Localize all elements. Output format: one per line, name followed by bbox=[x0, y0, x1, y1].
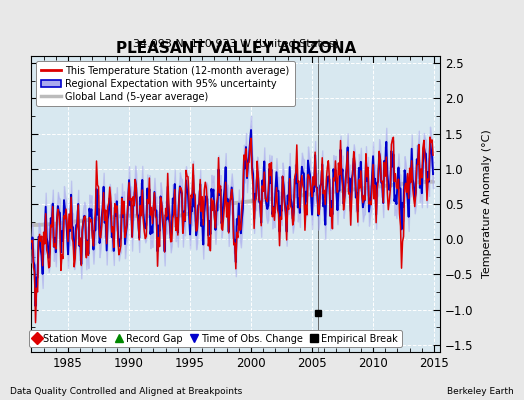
Y-axis label: Temperature Anomaly (°C): Temperature Anomaly (°C) bbox=[482, 130, 492, 278]
Text: Berkeley Earth: Berkeley Earth bbox=[447, 387, 514, 396]
Title: PLEASANT VALLEY ARIZONA: PLEASANT VALLEY ARIZONA bbox=[116, 41, 356, 56]
Text: 34.093 N, 110.933 W (United States): 34.093 N, 110.933 W (United States) bbox=[133, 39, 339, 49]
Legend: Station Move, Record Gap, Time of Obs. Change, Empirical Break: Station Move, Record Gap, Time of Obs. C… bbox=[29, 330, 402, 348]
Text: Data Quality Controlled and Aligned at Breakpoints: Data Quality Controlled and Aligned at B… bbox=[10, 387, 243, 396]
